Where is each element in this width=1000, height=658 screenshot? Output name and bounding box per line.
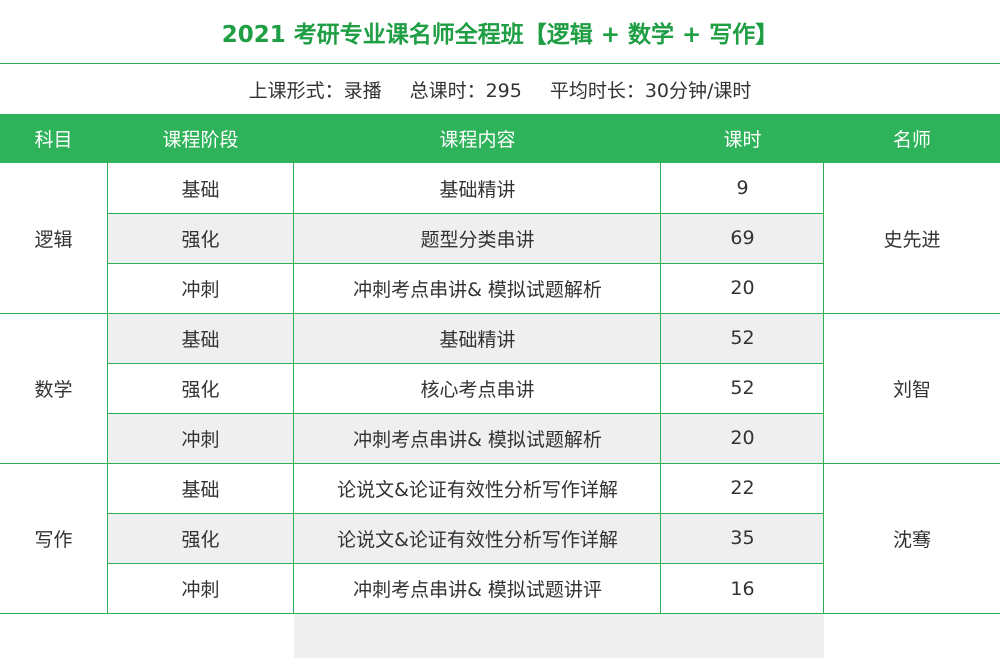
- header-subject: 科目: [34, 129, 73, 151]
- title-divider: [0, 63, 1000, 64]
- hours-cell: 35: [730, 527, 755, 549]
- hours-cell: 52: [730, 327, 755, 349]
- teacher-cell: 史先进: [883, 228, 941, 251]
- column-divider: [823, 163, 824, 614]
- header-content: 课程内容: [439, 129, 516, 151]
- row-divider: [107, 363, 824, 364]
- header-stage: 课程阶段: [162, 129, 239, 151]
- content-cell: 论说文&论证有效性分析写作详解: [337, 528, 618, 551]
- course-total-hours: 总课时：295: [409, 79, 522, 102]
- content-cell: 论说文&论证有效性分析写作详解: [337, 478, 618, 501]
- content-cell: 核心考点串讲: [420, 378, 535, 401]
- stage-cell: 强化: [181, 528, 220, 551]
- subject-cell: 写作: [34, 529, 73, 551]
- teacher-cell: 沈骞: [892, 529, 931, 551]
- table-bottom-border: [0, 613, 1000, 614]
- subject-cell: 数学: [34, 378, 73, 401]
- stage-cell: 基础: [181, 478, 220, 501]
- header-hours: 课时: [723, 129, 762, 151]
- hours-cell: 20: [730, 277, 755, 299]
- content-cell: 冲刺考点串讲& 模拟试题解析: [353, 428, 602, 451]
- stage-cell: 强化: [181, 228, 220, 251]
- stage-cell: 强化: [181, 378, 220, 401]
- course-mode: 上课形式：录播: [248, 79, 382, 102]
- stage-cell: 基础: [181, 178, 220, 201]
- column-divider: [107, 163, 108, 614]
- course-table: 逻辑 史先进 基础 基础精讲 9 强化 题型分类串讲 69 冲刺 冲刺考点串讲&…: [0, 163, 1000, 614]
- content-cell: 基础精讲: [439, 328, 516, 351]
- column-divider: [293, 163, 294, 614]
- hours-cell: 22: [730, 477, 755, 499]
- stage-cell: 基础: [181, 328, 220, 351]
- table-header: 科目 课程阶段 课程内容 课时 名师: [0, 114, 1000, 163]
- row-shade: [108, 513, 824, 563]
- course-avg-length: 平均时长：30分钟/课时: [549, 79, 752, 102]
- hours-cell: 16: [730, 577, 755, 600]
- stage-cell: 冲刺: [181, 579, 220, 601]
- stage-cell: 冲刺: [181, 428, 220, 451]
- bottom-shade-block: [294, 614, 824, 658]
- group-divider: [0, 313, 1000, 314]
- row-divider: [107, 413, 824, 414]
- hours-cell: 20: [730, 427, 755, 449]
- content-cell: 题型分类串讲: [420, 228, 535, 251]
- hours-cell: 69: [730, 227, 755, 249]
- row-shade: [108, 413, 824, 463]
- content-cell: 冲刺考点串讲& 模拟试题讲评: [353, 579, 602, 601]
- group-divider: [0, 463, 1000, 464]
- content-cell: 基础精讲: [439, 178, 516, 201]
- row-shade: [108, 213, 824, 263]
- header-teacher: 名师: [892, 129, 931, 151]
- row-divider: [107, 263, 824, 264]
- row-divider: [107, 563, 824, 564]
- content-cell: 冲刺考点串讲& 模拟试题解析: [353, 278, 602, 301]
- row-shade: [108, 313, 824, 363]
- page-title: 2021 考研专业课名师全程班【逻辑 + 数学 + 写作】: [221, 21, 779, 48]
- teacher-cell: 刘智: [892, 378, 931, 401]
- hours-cell: 9: [736, 177, 749, 199]
- course-info-bar: 上课形式：录播 总课时：295 平均时长：30分钟/课时: [0, 64, 1000, 114]
- row-divider: [107, 513, 824, 514]
- hours-cell: 52: [730, 377, 755, 399]
- column-divider: [660, 163, 661, 614]
- subject-cell: 逻辑: [34, 228, 73, 251]
- row-divider: [107, 213, 824, 214]
- stage-cell: 冲刺: [181, 278, 220, 301]
